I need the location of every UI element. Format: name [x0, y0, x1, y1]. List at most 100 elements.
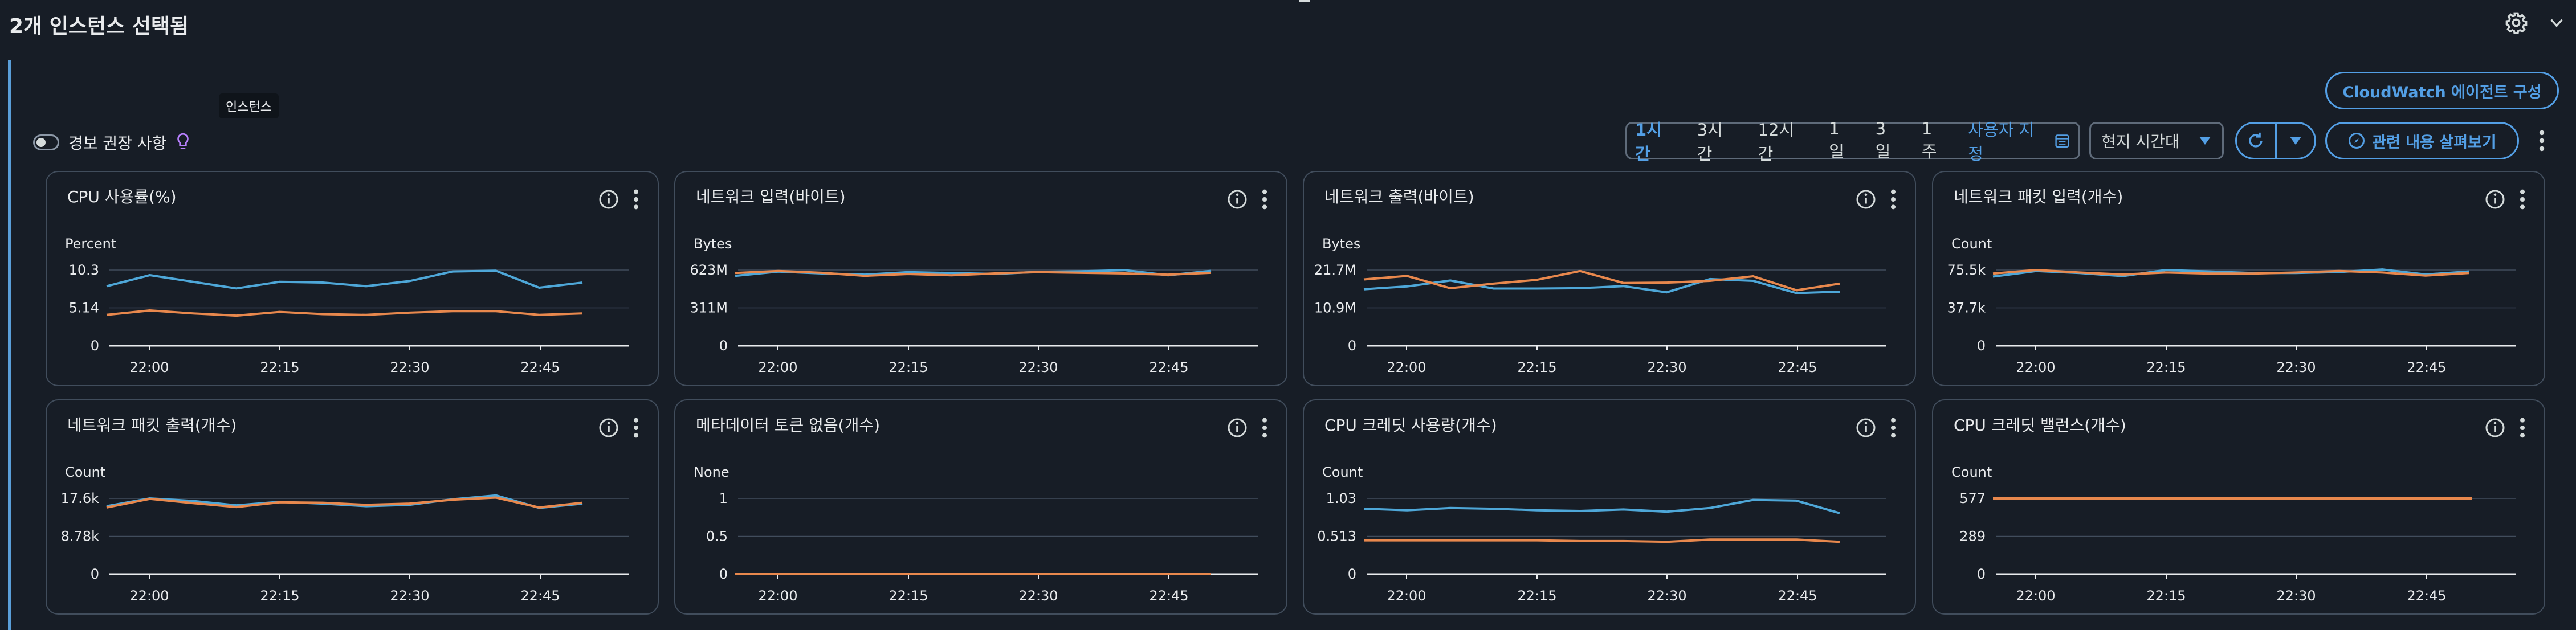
y-axis-label: Bytes: [1322, 236, 1361, 252]
more-options-icon[interactable]: [2517, 188, 2528, 211]
header-bar: 2개 인스턴스 선택됨: [0, 0, 2576, 49]
x-tick-label: 22:45: [1149, 588, 1188, 604]
alarm-toggle[interactable]: [33, 134, 59, 150]
info-icon[interactable]: [2485, 418, 2505, 438]
range-1d[interactable]: 1일: [1829, 119, 1844, 161]
alarm-recommendation-control[interactable]: 경보 권장 사항: [33, 131, 190, 154]
x-tick-label: 22:30: [1647, 588, 1686, 604]
chart-panel: 네트워크 출력(바이트) Bytes 21.7M 10.9M 0 22:00 22:15 22…: [1303, 171, 1916, 386]
more-options-icon[interactable]: [1259, 416, 1270, 439]
y-tick-label: 0: [719, 566, 728, 582]
series-line-b: [735, 269, 1212, 277]
line-chart: 21.7M 10.9M 0 22:00 22:15 22:30 22:45: [1314, 262, 1886, 375]
y-tick-label: 577: [1959, 490, 1986, 506]
more-options-icon[interactable]: [630, 416, 642, 439]
chart-title: CPU 사용률(%): [67, 187, 177, 206]
panel-accent-line: [8, 60, 11, 630]
x-tick-label: 22:00: [129, 359, 169, 375]
line-chart: 1.03 0.513 0 22:00 22:15 22:30 22:45: [1317, 490, 1886, 604]
chart-panel: CPU 크레딧 사용량(개수) Count 1.03 0.513 0 22:00 22:15…: [1303, 399, 1916, 615]
y-tick-label: 0.513: [1317, 529, 1356, 545]
y-tick-label: 311M: [690, 300, 728, 316]
y-tick-label: 10.3: [69, 262, 99, 278]
refresh-button-group: [2235, 122, 2316, 159]
chevron-down-icon[interactable]: [2548, 14, 2566, 32]
lightbulb-icon: [177, 133, 189, 149]
explore-related-button[interactable]: 관련 내용 살펴보기: [2325, 122, 2519, 159]
y-axis-label: None: [694, 464, 729, 480]
x-tick-label: 22:45: [520, 359, 560, 375]
y-tick-label: 0: [91, 566, 99, 582]
range-1w[interactable]: 1주: [1921, 119, 1937, 161]
y-axis-label: Count: [1322, 464, 1363, 480]
compass-icon: [2349, 133, 2365, 149]
timezone-select[interactable]: 현지 시간대: [2089, 122, 2224, 159]
line-chart: 577 289 0 22:00 22:15 22:30 22:45: [1959, 490, 2516, 604]
y-tick-label: 289: [1959, 529, 1986, 545]
refresh-interval-dropdown[interactable]: [2277, 124, 2315, 158]
x-tick-label: 22:30: [1647, 359, 1686, 375]
y-tick-label: 17.6k: [61, 490, 99, 506]
page-title: 2개 인스턴스 선택됨: [9, 15, 189, 38]
info-icon[interactable]: [1856, 418, 1876, 438]
range-12h[interactable]: 12시간: [1758, 120, 1795, 163]
y-axis-label: Bytes: [694, 236, 732, 252]
calendar-icon[interactable]: [2054, 132, 2070, 149]
more-options-icon[interactable]: [1888, 416, 1899, 439]
series-line-b: [106, 496, 583, 509]
chart-title: 메타데이터 토큰 없음(개수): [696, 416, 881, 435]
more-options-icon[interactable]: [2517, 416, 2528, 439]
chart-title: 네트워크 패킷 입력(개수): [1954, 187, 2123, 206]
info-icon[interactable]: [598, 189, 619, 210]
alarm-toggle-label: 경보 권장 사항: [68, 134, 167, 153]
line-chart: 75.5k 37.7k 0 22:00 22:15 22:30 22:45: [1947, 262, 2516, 375]
x-tick-label: 22:15: [2146, 359, 2186, 375]
series-line-b: [1992, 269, 2469, 277]
gear-icon[interactable]: [2505, 11, 2528, 34]
x-tick-label: 22:30: [1018, 588, 1058, 604]
x-tick-label: 22:30: [2276, 588, 2316, 604]
y-tick-label: 0: [1348, 566, 1356, 582]
y-tick-label: 1.03: [1326, 490, 1356, 506]
x-tick-label: 22:00: [2016, 359, 2055, 375]
info-icon[interactable]: [598, 418, 619, 438]
info-icon[interactable]: [1856, 189, 1876, 210]
cloudwatch-agent-button[interactable]: CloudWatch 에이전트 구성: [2325, 72, 2559, 109]
range-1h[interactable]: 1시간: [1635, 120, 1662, 163]
y-axis-label: Count: [1951, 464, 1992, 480]
more-options-icon[interactable]: [2535, 129, 2549, 153]
y-tick-label: 0.5: [706, 529, 728, 545]
info-icon[interactable]: [2485, 189, 2505, 210]
y-tick-label: 1: [719, 490, 728, 506]
x-tick-label: 22:30: [1018, 359, 1058, 375]
x-tick-label: 22:45: [520, 588, 560, 604]
chart-title: 네트워크 출력(바이트): [1324, 187, 1474, 206]
more-options-icon[interactable]: [630, 188, 642, 211]
x-tick-label: 22:00: [758, 359, 797, 375]
resize-handle[interactable]: [1299, 0, 1310, 2]
more-options-icon[interactable]: [1259, 188, 1270, 211]
info-icon[interactable]: [1227, 418, 1248, 438]
more-options-icon[interactable]: [1888, 188, 1899, 211]
explore-related-label: 관련 내용 살펴보기: [2372, 133, 2496, 152]
chart-panel: 네트워크 패킷 입력(개수) Count 75.5k 37.7k 0 22:00 22:15…: [1932, 171, 2545, 386]
range-3d[interactable]: 3일: [1875, 119, 1891, 161]
chart-title: CPU 크레딧 밸런스(개수): [1954, 416, 2126, 435]
x-tick-label: 22:00: [758, 588, 797, 604]
y-tick-label: 0: [91, 338, 99, 354]
range-3h[interactable]: 3시간: [1697, 120, 1723, 163]
refresh-button[interactable]: [2237, 124, 2277, 158]
x-tick-label: 22:15: [1517, 359, 1556, 375]
y-tick-label: 0: [1348, 338, 1356, 354]
chart-panel: CPU 사용률(%) Percent 10.3 5.14 0 22:00 22:15 22:3…: [46, 171, 659, 386]
x-tick-label: 22:30: [2276, 359, 2316, 375]
y-axis-label: Count: [1951, 236, 1992, 252]
info-icon[interactable]: [1227, 189, 1248, 210]
caret-down-icon: [2289, 137, 2301, 145]
y-tick-label: 0: [719, 338, 728, 354]
range-custom[interactable]: 사용자 지정: [1968, 120, 2035, 163]
series-line-b: [106, 309, 583, 317]
x-tick-label: 22:45: [1149, 359, 1188, 375]
y-tick-label: 10.9M: [1314, 300, 1356, 316]
y-tick-label: 8.78k: [61, 529, 99, 545]
